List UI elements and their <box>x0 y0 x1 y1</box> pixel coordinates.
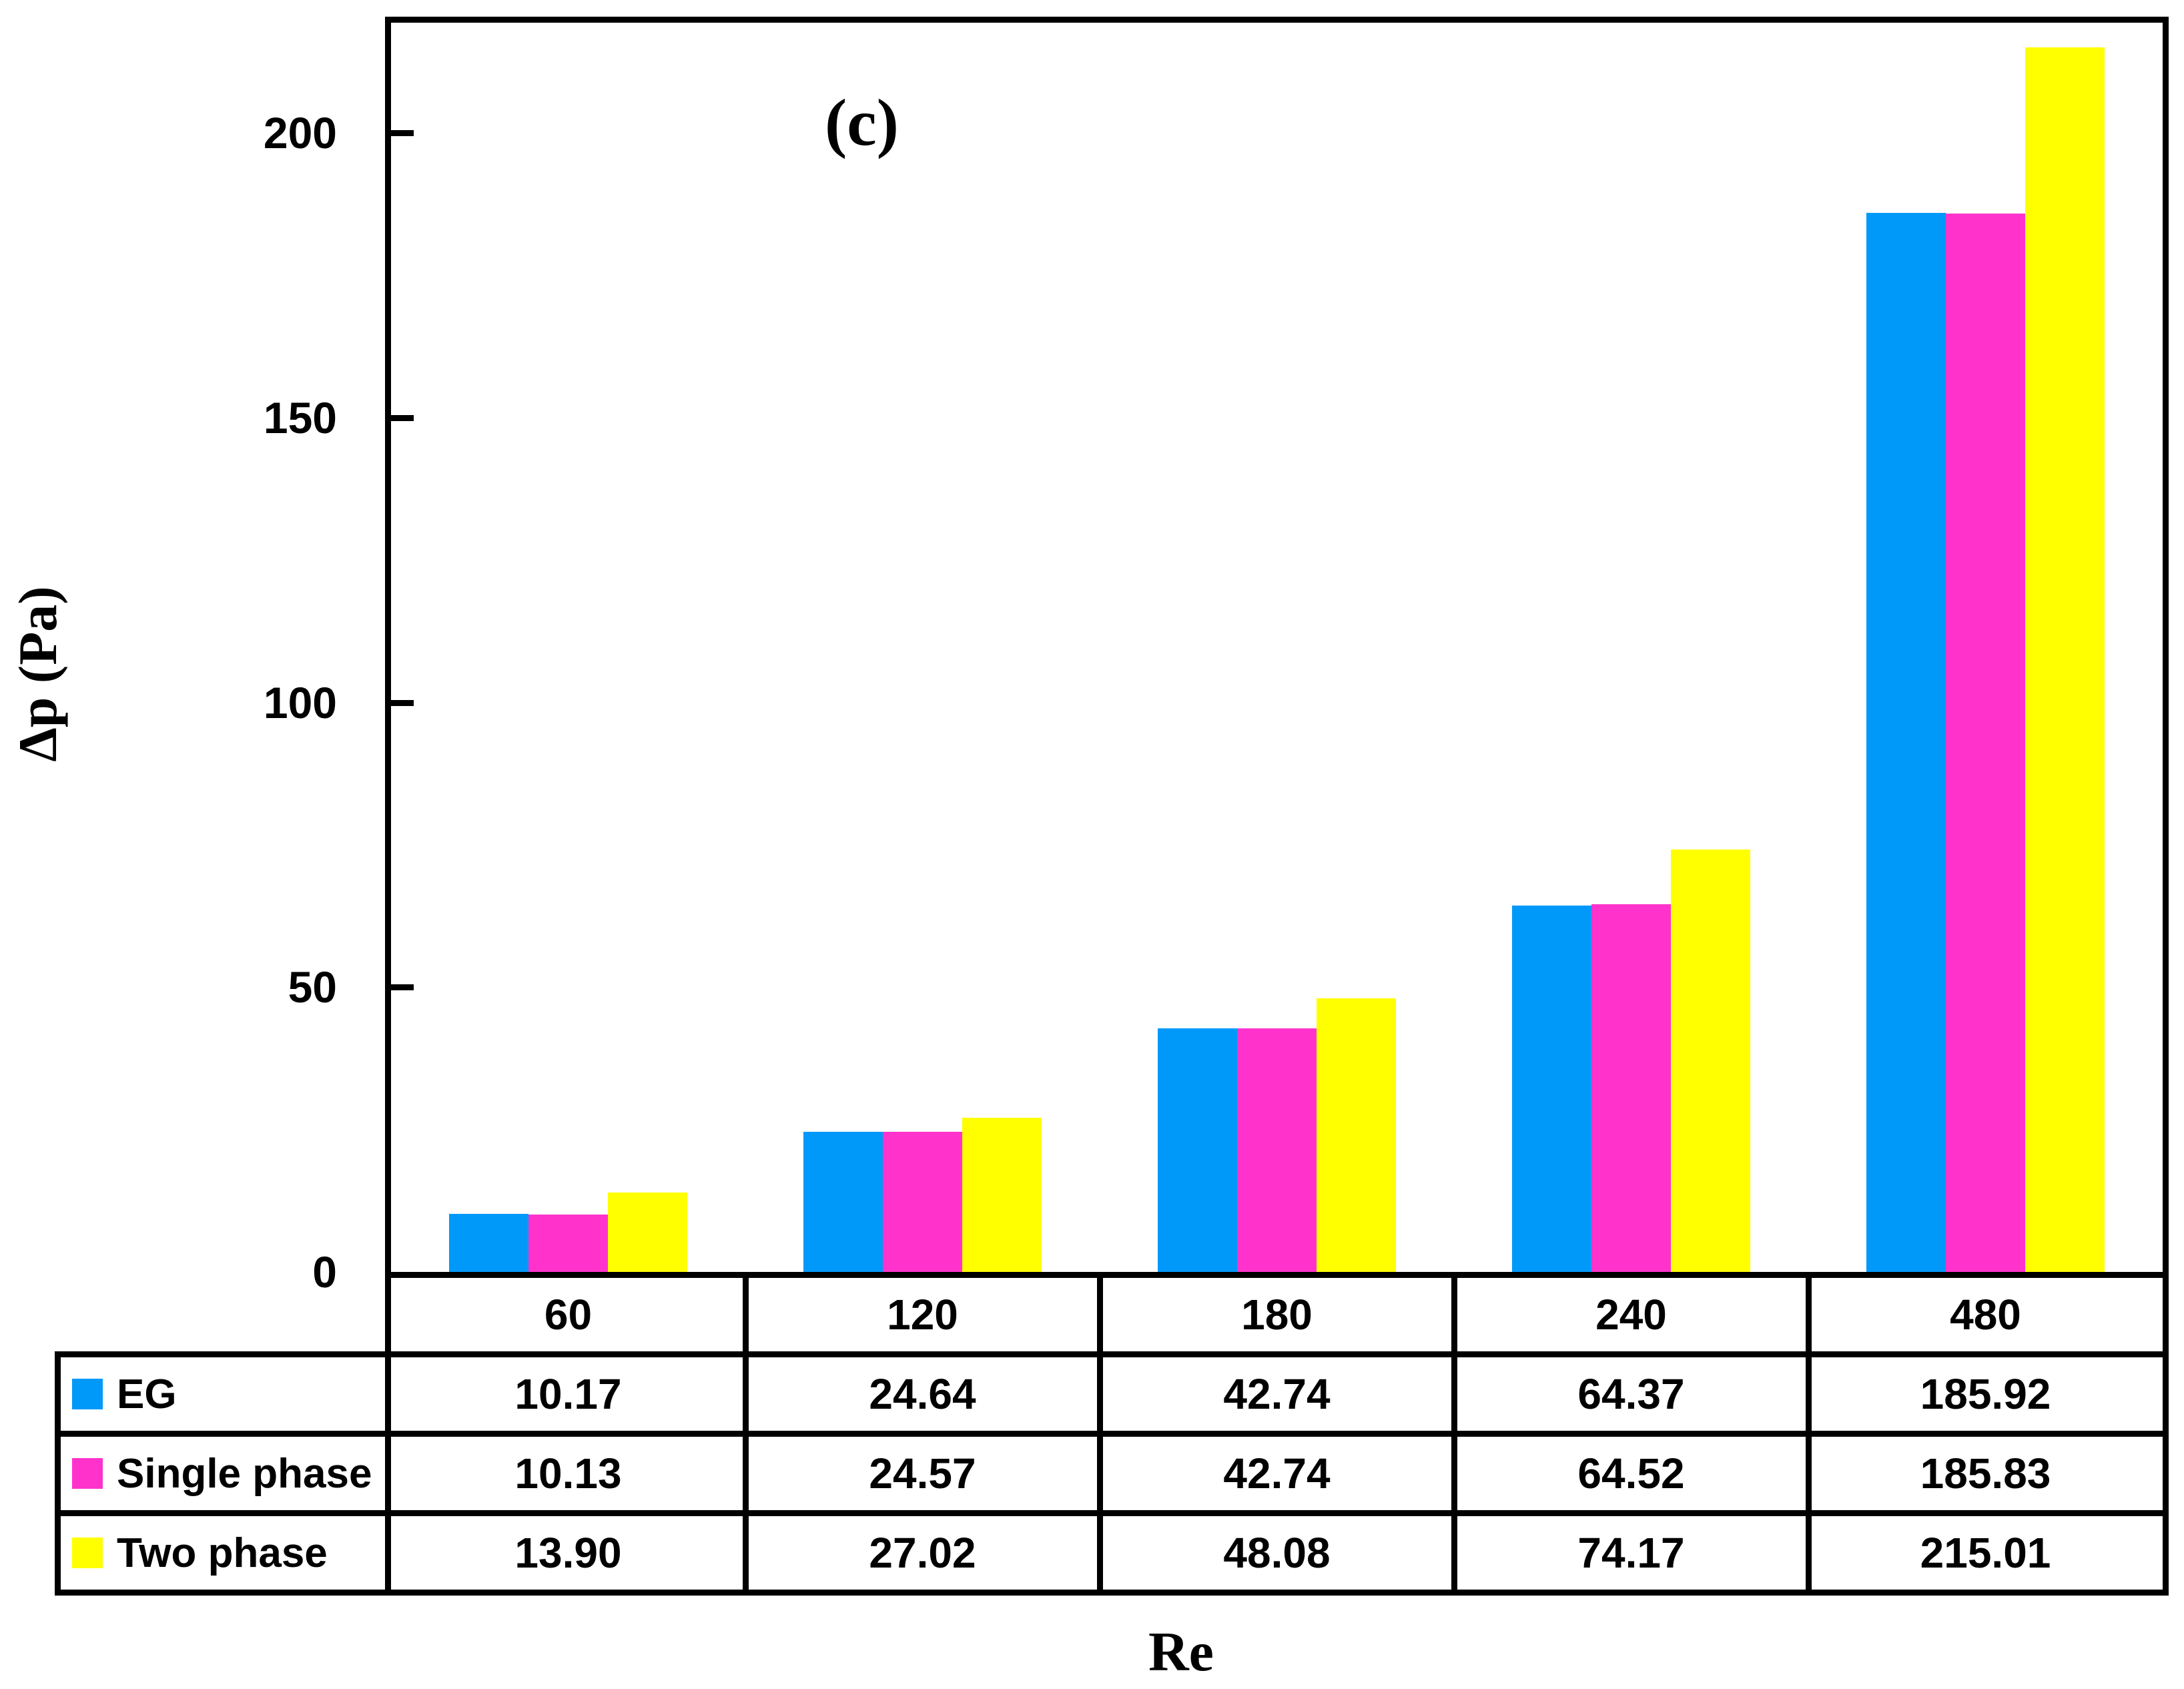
bar-two-phase-480 <box>2025 47 2105 1272</box>
y-axis-title: Δp (Pa) <box>7 586 68 762</box>
category-label-180: 180 <box>1241 1291 1313 1339</box>
bar-single-phase-240 <box>1591 904 1671 1272</box>
panel-label: (c) <box>825 85 899 159</box>
category-label-240: 240 <box>1595 1291 1667 1339</box>
bar-single-phase-120 <box>883 1132 962 1272</box>
y-tick-label-100: 100 <box>263 678 337 727</box>
value-two-phase-240: 74.17 <box>1577 1529 1685 1577</box>
value-single-phase-480: 185.83 <box>1920 1449 2051 1497</box>
bar-eg-240 <box>1512 906 1591 1272</box>
value-eg-480: 185.92 <box>1920 1370 2051 1418</box>
value-eg-180: 42.74 <box>1223 1370 1331 1418</box>
value-two-phase-120: 27.02 <box>869 1529 976 1577</box>
bar-eg-180 <box>1158 1028 1237 1272</box>
x-axis-title: Re <box>1148 1620 1214 1683</box>
legend-swatch-eg <box>72 1379 103 1409</box>
table-row-line <box>55 1351 2169 1357</box>
bar-two-phase-180 <box>1317 998 1396 1272</box>
value-single-phase-60: 10.13 <box>514 1449 622 1497</box>
bar-two-phase-120 <box>962 1118 1042 1272</box>
y-tick-150 <box>391 415 414 421</box>
table-column-divider <box>1097 1272 1103 1596</box>
value-single-phase-240: 64.52 <box>1577 1449 1685 1497</box>
value-eg-60: 10.17 <box>514 1370 622 1418</box>
bar-single-phase-480 <box>1946 214 2025 1272</box>
y-tick-200 <box>391 130 414 136</box>
table-row-line <box>55 1510 2169 1516</box>
value-two-phase-480: 215.01 <box>1920 1529 2051 1577</box>
legend-label-two-phase: Two phase <box>117 1530 328 1576</box>
bar-single-phase-60 <box>528 1215 608 1272</box>
category-label-60: 60 <box>544 1291 593 1339</box>
category-label-120: 120 <box>887 1291 958 1339</box>
y-tick-100 <box>391 700 414 706</box>
y-tick-label-50: 50 <box>288 962 337 1012</box>
bar-single-phase-180 <box>1237 1028 1317 1272</box>
legend-label-single-phase: Single phase <box>117 1450 372 1497</box>
table-left-border <box>55 1351 61 1596</box>
table-column-divider <box>1806 1272 1812 1596</box>
legend-swatch-two-phase <box>72 1538 103 1568</box>
bar-two-phase-240 <box>1671 850 1750 1272</box>
bar-eg-480 <box>1866 213 1946 1272</box>
table-legend-divider <box>385 1272 391 1596</box>
y-tick-label-150: 150 <box>263 393 337 442</box>
table-right-border <box>2163 1272 2169 1596</box>
table-column-divider <box>743 1272 749 1596</box>
bar-eg-120 <box>803 1132 883 1272</box>
value-eg-120: 24.64 <box>869 1370 976 1418</box>
value-two-phase-180: 48.08 <box>1223 1529 1331 1577</box>
table-column-divider <box>1451 1272 1457 1596</box>
value-single-phase-180: 42.74 <box>1223 1449 1331 1497</box>
y-tick-label-0: 0 <box>312 1247 337 1297</box>
bar-two-phase-60 <box>608 1193 687 1272</box>
legend-swatch-single-phase <box>72 1458 103 1489</box>
value-two-phase-60: 13.90 <box>514 1529 622 1577</box>
table-row-line <box>55 1590 2169 1596</box>
value-single-phase-120: 24.57 <box>869 1449 976 1497</box>
bar-eg-60 <box>449 1214 528 1272</box>
category-label-480: 480 <box>1950 1291 2021 1339</box>
value-eg-240: 64.37 <box>1577 1370 1685 1418</box>
table-row-line <box>55 1431 2169 1437</box>
legend-label-eg: EG <box>117 1371 177 1417</box>
y-tick-50 <box>391 984 414 990</box>
y-tick-label-200: 200 <box>263 108 337 157</box>
